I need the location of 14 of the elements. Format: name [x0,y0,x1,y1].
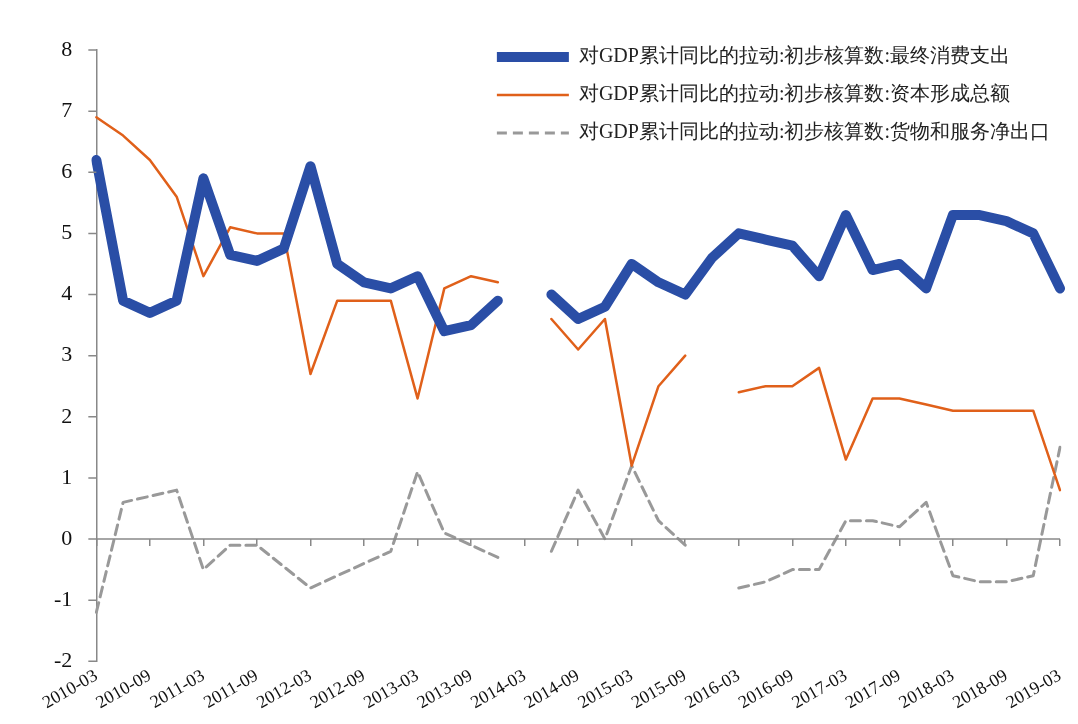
legend-label: 对GDP累计同比的拉动:初步核算数:货物和服务净出口 [578,120,1050,143]
legend-label: 对GDP累计同比的拉动:初步核算数:资本形成总额 [578,82,1010,105]
legend-label: 对GDP累计同比的拉动:初步核算数:最终消费支出 [578,44,1010,67]
y-tick-label: 3 [61,341,73,367]
y-tick-label: -2 [54,647,73,673]
y-tick-label: -1 [54,585,73,611]
y-tick-label: 8 [61,35,73,61]
y-tick-label: 6 [61,158,73,184]
y-tick-label: 2 [61,402,73,428]
y-tick-label: 1 [61,463,73,489]
y-tick-label: 0 [61,524,73,550]
y-tick-label: 5 [61,219,73,245]
y-tick-label: 7 [61,96,73,122]
y-tick-label: 4 [61,280,73,306]
